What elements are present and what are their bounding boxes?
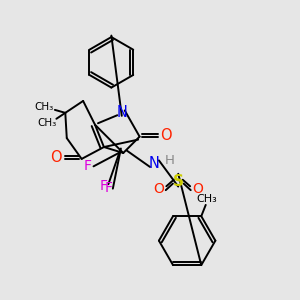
Text: N: N [116,105,127,120]
Text: CH₃: CH₃ [197,194,218,204]
Text: CH₃: CH₃ [35,103,54,112]
Text: F: F [84,159,92,173]
Text: O: O [51,150,62,165]
Text: F: F [105,181,113,195]
Text: O: O [160,128,172,143]
Text: CH₃: CH₃ [37,118,56,128]
Text: H: H [164,154,174,167]
Text: S: S [173,174,184,189]
Text: O: O [153,182,164,196]
Text: N: N [149,156,160,171]
Text: O: O [193,182,204,196]
Text: F: F [100,179,108,193]
